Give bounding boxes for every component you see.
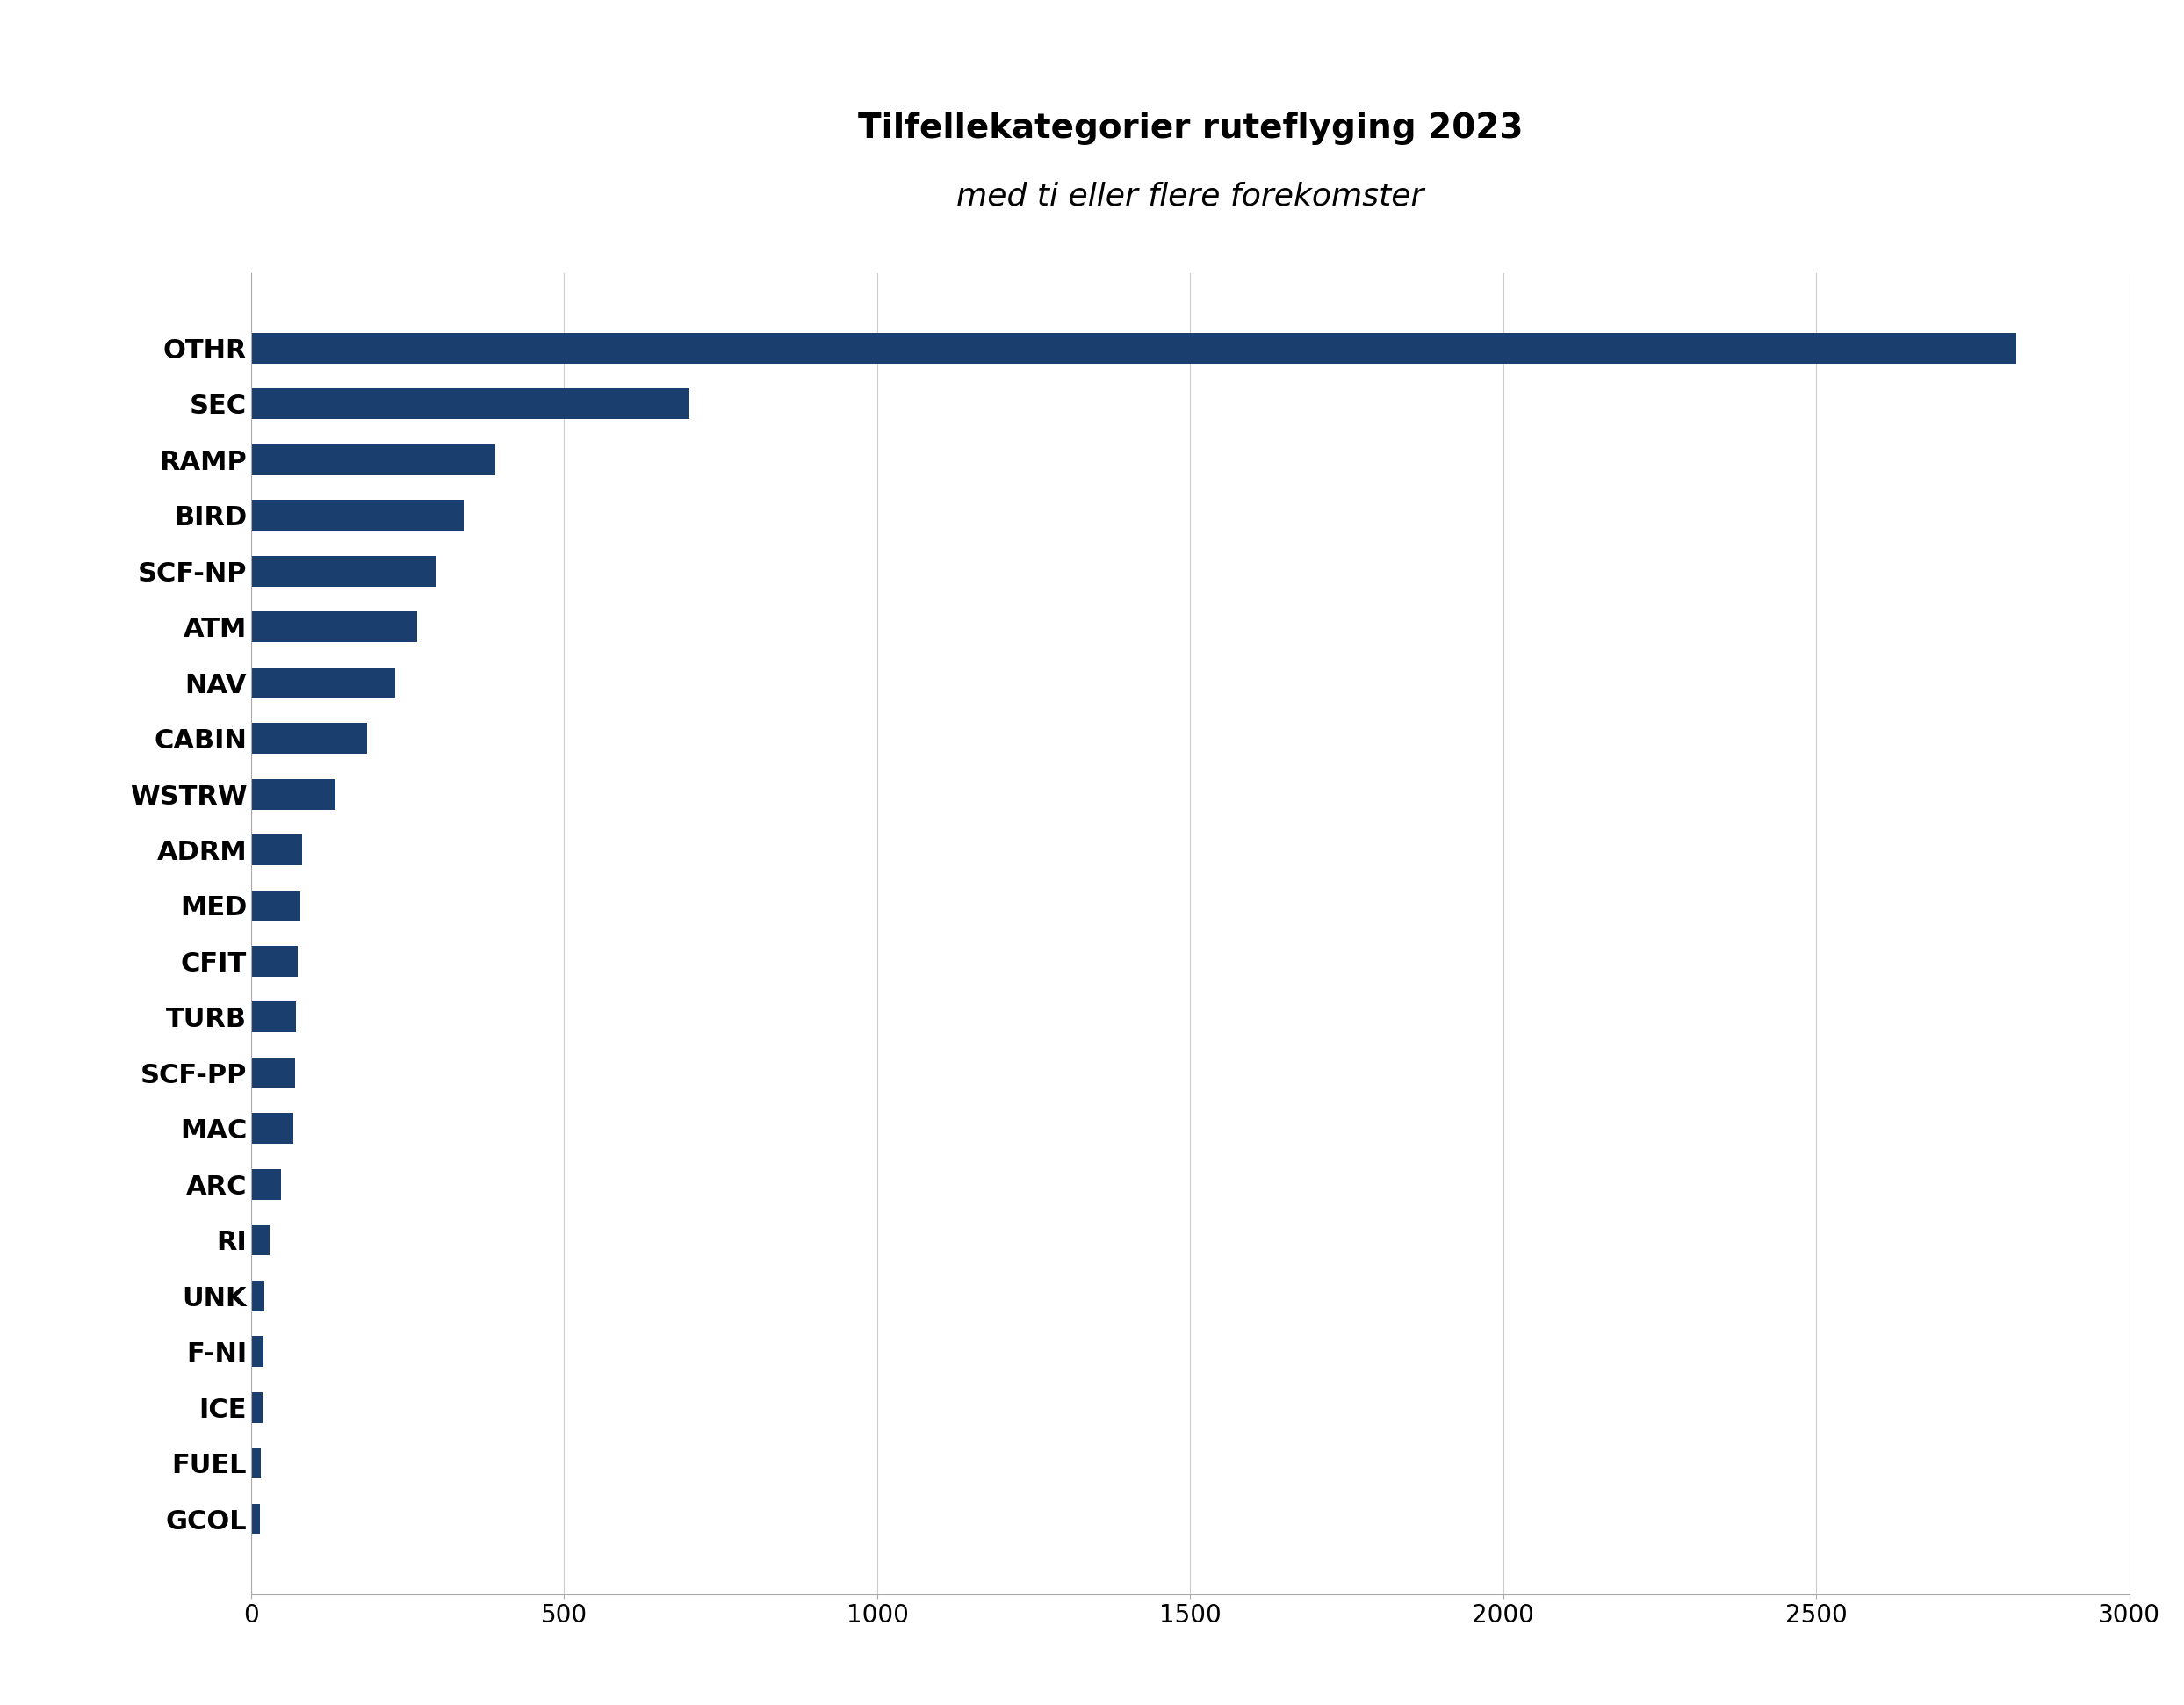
Bar xyxy=(251,667,395,697)
Bar xyxy=(251,556,437,587)
Bar xyxy=(251,1003,297,1033)
Bar xyxy=(251,1448,260,1478)
Bar xyxy=(251,1170,280,1200)
Bar xyxy=(251,779,336,810)
Bar xyxy=(251,834,304,864)
Bar xyxy=(251,445,496,476)
Bar xyxy=(251,1337,264,1367)
Bar xyxy=(251,1224,269,1255)
Bar xyxy=(251,890,299,921)
Bar xyxy=(251,500,463,530)
Text: Tilfellekategorier ruteflyging 2023: Tilfellekategorier ruteflyging 2023 xyxy=(858,111,1522,145)
Bar xyxy=(251,1057,295,1088)
Bar xyxy=(251,946,297,977)
Bar xyxy=(251,1280,264,1311)
Bar xyxy=(251,332,2016,363)
Text: med ti eller flere forekomster: med ti eller flere forekomster xyxy=(957,181,1424,211)
Bar xyxy=(251,612,417,643)
Bar xyxy=(251,1391,262,1422)
Bar xyxy=(251,389,690,419)
Bar xyxy=(251,1504,260,1535)
Bar xyxy=(251,723,367,754)
Bar xyxy=(251,1113,293,1144)
